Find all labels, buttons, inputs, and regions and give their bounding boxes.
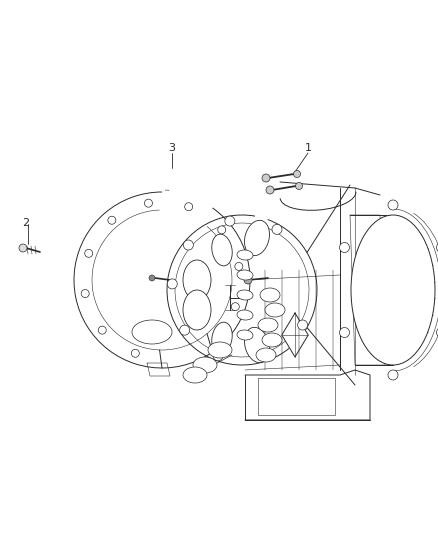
Ellipse shape xyxy=(237,290,253,300)
Text: 2: 2 xyxy=(22,218,29,228)
Circle shape xyxy=(231,303,239,311)
Circle shape xyxy=(388,370,398,380)
Ellipse shape xyxy=(183,290,211,330)
Circle shape xyxy=(108,216,116,224)
Circle shape xyxy=(85,249,93,257)
Circle shape xyxy=(149,275,155,281)
Circle shape xyxy=(296,182,303,190)
Ellipse shape xyxy=(260,288,280,302)
Text: 1: 1 xyxy=(304,143,311,153)
Circle shape xyxy=(98,326,106,334)
Circle shape xyxy=(180,325,190,335)
Ellipse shape xyxy=(237,270,253,280)
Polygon shape xyxy=(282,313,308,357)
Ellipse shape xyxy=(237,250,253,260)
Ellipse shape xyxy=(208,342,232,358)
Circle shape xyxy=(184,240,193,250)
Circle shape xyxy=(218,226,226,234)
Ellipse shape xyxy=(237,310,253,320)
Text: 3: 3 xyxy=(169,143,176,153)
Ellipse shape xyxy=(244,220,269,256)
Circle shape xyxy=(298,320,307,330)
Circle shape xyxy=(213,351,223,361)
Ellipse shape xyxy=(237,330,253,340)
Ellipse shape xyxy=(258,318,278,332)
Circle shape xyxy=(185,203,193,211)
Circle shape xyxy=(235,262,243,270)
Circle shape xyxy=(225,216,235,226)
Circle shape xyxy=(437,327,438,337)
Circle shape xyxy=(131,349,139,357)
Ellipse shape xyxy=(183,260,211,300)
Circle shape xyxy=(266,186,274,194)
Ellipse shape xyxy=(193,357,217,373)
Circle shape xyxy=(388,200,398,210)
Circle shape xyxy=(437,243,438,253)
Ellipse shape xyxy=(132,320,172,344)
Ellipse shape xyxy=(244,327,269,362)
Ellipse shape xyxy=(183,367,207,383)
Ellipse shape xyxy=(265,303,285,317)
Circle shape xyxy=(339,243,350,253)
Circle shape xyxy=(244,276,252,284)
Circle shape xyxy=(167,279,177,289)
Circle shape xyxy=(81,289,89,297)
Circle shape xyxy=(272,224,282,235)
Circle shape xyxy=(339,327,350,337)
Circle shape xyxy=(19,244,27,252)
Ellipse shape xyxy=(212,234,232,266)
Circle shape xyxy=(145,199,152,207)
Ellipse shape xyxy=(351,215,435,365)
Circle shape xyxy=(261,351,271,361)
Circle shape xyxy=(262,174,270,182)
Circle shape xyxy=(293,171,300,177)
Ellipse shape xyxy=(256,348,276,362)
Ellipse shape xyxy=(262,333,282,347)
Ellipse shape xyxy=(212,322,232,354)
